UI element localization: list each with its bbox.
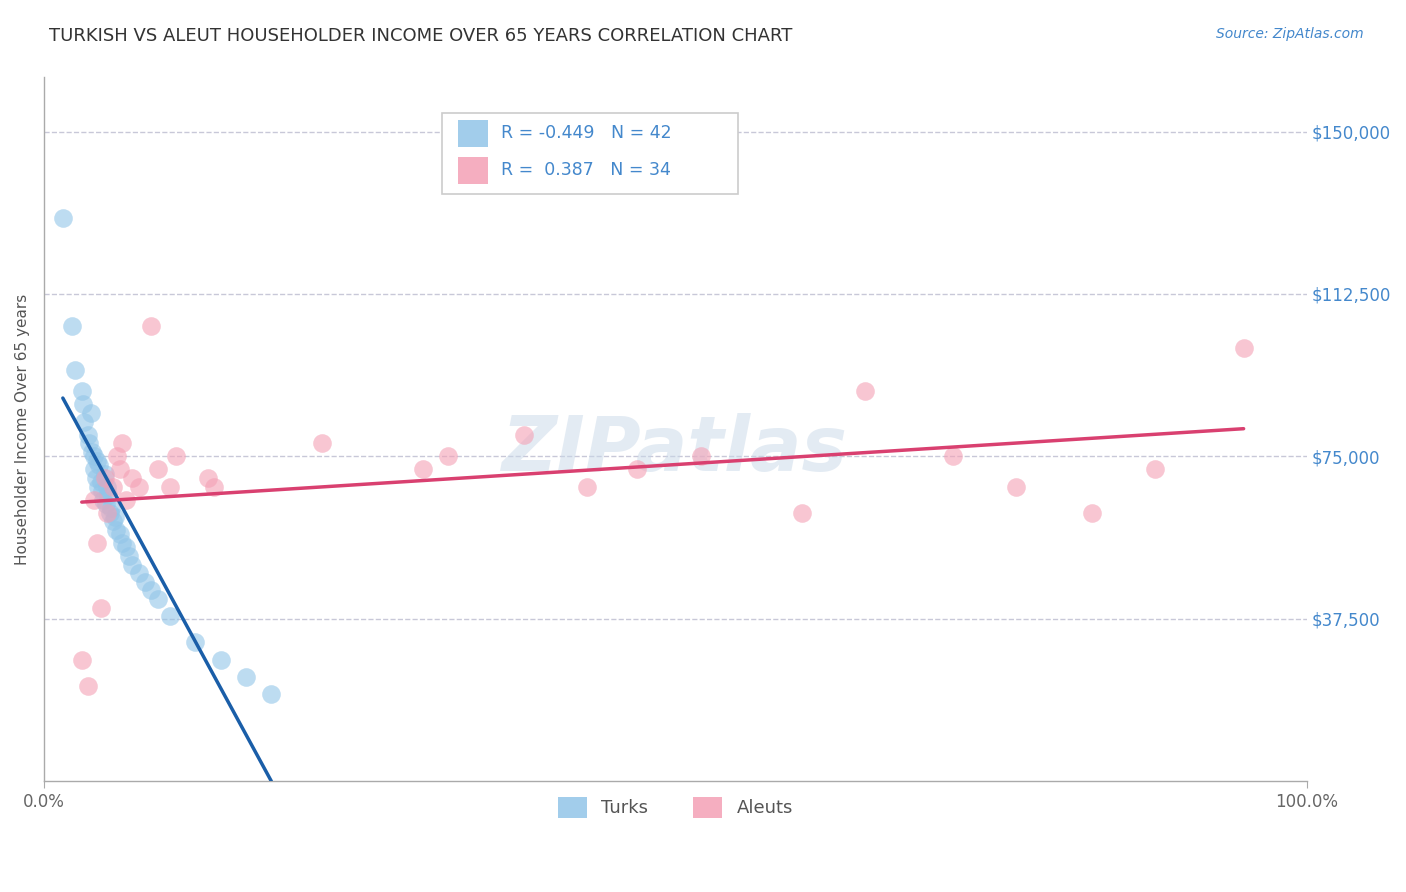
Point [100,501,122,516]
Point [115,492,138,507]
Point [80,445,103,459]
FancyBboxPatch shape [441,112,738,194]
Point [412,462,434,476]
Point [853,384,876,399]
Point [91,483,114,498]
Point [689,450,711,464]
FancyBboxPatch shape [458,157,488,184]
Point [575,479,598,493]
Point [128,479,150,493]
Point [146,592,169,607]
Point [437,450,460,464]
Point [146,462,169,476]
Point [70,653,93,667]
Point [96,479,118,493]
Point [111,436,134,450]
Point [98,506,121,520]
Point [94,497,117,511]
Point [1005,479,1028,493]
Point [311,436,333,450]
Point [91,492,114,507]
Point [72,397,94,411]
Point [166,450,188,464]
Point [141,583,163,598]
Point [65,362,87,376]
Point [104,523,127,537]
Point [260,687,283,701]
Point [103,479,125,493]
Point [141,319,163,334]
Point [83,492,105,507]
Text: R =  0.387   N = 34: R = 0.387 N = 34 [501,161,671,179]
Point [79,406,101,420]
Legend: Turks, Aleuts: Turks, Aleuts [551,789,800,825]
Point [97,488,120,502]
Point [121,471,143,485]
Point [87,479,110,493]
Point [86,536,108,550]
Point [73,415,96,429]
Point [159,609,181,624]
Point [134,574,156,589]
Point [159,479,181,493]
Y-axis label: Householder Income Over 65 years: Householder Income Over 65 years [15,293,30,565]
Point [96,506,118,520]
Point [202,479,225,493]
Point [184,635,207,649]
FancyBboxPatch shape [458,120,488,146]
Point [60,319,83,334]
Text: TURKISH VS ALEUT HOUSEHOLDER INCOME OVER 65 YEARS CORRELATION CHART: TURKISH VS ALEUT HOUSEHOLDER INCOME OVER… [49,27,793,45]
Point [1233,341,1256,355]
Point [513,427,536,442]
Point [77,679,100,693]
Point [117,549,139,563]
Point [83,450,105,464]
Point [197,471,219,485]
Point [84,471,107,485]
Point [108,462,131,476]
Point [52,211,75,226]
Point [103,514,125,528]
Point [790,506,813,520]
Point [209,653,232,667]
Point [121,558,143,572]
Point [70,384,93,399]
Point [235,670,257,684]
Point [626,462,648,476]
Point [77,427,100,442]
Point [90,600,112,615]
Point [86,453,108,467]
Point [108,527,131,541]
Point [89,458,111,472]
Point [111,536,134,550]
Point [128,566,150,581]
Point [1144,462,1167,476]
Text: Source: ZipAtlas.com: Source: ZipAtlas.com [1216,27,1364,41]
Point [1081,506,1104,520]
Text: R = -0.449   N = 42: R = -0.449 N = 42 [501,124,672,142]
Point [90,475,112,490]
Point [93,467,115,481]
Point [79,436,101,450]
Point [93,471,115,485]
Point [942,450,965,464]
Text: ZIPatlas: ZIPatlas [502,413,848,487]
Point [105,450,128,464]
Point [115,540,138,554]
Point [83,462,105,476]
Point [104,509,127,524]
